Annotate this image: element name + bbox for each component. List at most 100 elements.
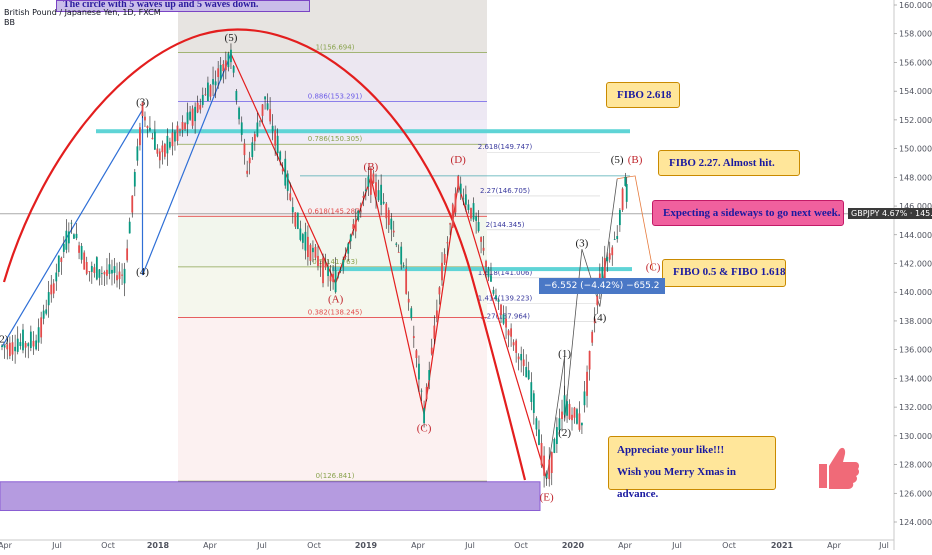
candle-body (407, 298, 410, 303)
candle-body (67, 231, 70, 244)
candle-body (286, 173, 289, 191)
candle-body (457, 176, 460, 189)
fib-ext-label: 2(144.345) (486, 221, 525, 229)
candle-body (224, 60, 227, 71)
candle-body (131, 195, 134, 213)
time-tick-label: 2020 (562, 541, 585, 550)
candle-body (57, 255, 60, 273)
candle-body (334, 270, 337, 293)
candle-body (415, 350, 418, 359)
candle-body (83, 252, 86, 270)
fib-zone (178, 317, 487, 482)
candle-body (485, 261, 487, 267)
candle-body (397, 252, 400, 253)
price-tick-label: 152.000 (899, 116, 932, 125)
wave-label: (E) (540, 491, 554, 503)
thanks-line-1: Appreciate your like!!! (617, 444, 725, 456)
candle-body (443, 254, 446, 263)
price-tick-label: 146.000 (899, 202, 932, 211)
candle-body (425, 387, 428, 400)
candle-body (410, 308, 413, 319)
candle-body (530, 382, 533, 402)
candle-body (608, 253, 611, 260)
candle-body (294, 212, 297, 227)
candle-body (319, 264, 322, 266)
time-tick-label: Oct (307, 541, 321, 550)
candle-body (387, 210, 390, 225)
wave-label: (5) (225, 32, 238, 44)
candle-body (525, 367, 528, 378)
time-tick-label: Jul (671, 541, 682, 550)
candle-body (212, 79, 214, 85)
candle-body (22, 329, 24, 351)
time-tick-label: Jul (878, 541, 889, 550)
projection-line (617, 175, 654, 271)
cycle-arc (2, 28, 527, 481)
candle-body (375, 182, 377, 197)
price-tick-label: 154.000 (899, 87, 932, 96)
candle-body (596, 295, 599, 306)
fib-ext-label: 1.414(139.223) (478, 294, 533, 302)
candle-body (362, 196, 365, 198)
wave-label: (2) (558, 427, 571, 439)
candle-body (576, 409, 578, 424)
candle-body (133, 171, 136, 187)
wave-label: (B) (364, 161, 379, 173)
candle-body (400, 246, 403, 265)
candle-body (329, 275, 332, 282)
price-tick-label: 140.000 (899, 288, 932, 297)
candle-body (495, 295, 497, 299)
candle-body (111, 269, 113, 274)
candle-body (276, 135, 279, 154)
callout-fibo-05-1618: FIBO 0.5 & FIBO 1.618 (662, 259, 786, 287)
candle-body (347, 243, 350, 254)
fib-label: 1(156.694) (316, 43, 355, 51)
candle-body (618, 209, 621, 226)
candle-body (540, 442, 543, 466)
candle-body (423, 408, 425, 424)
time-tick-label: Oct (514, 541, 528, 550)
corrective-wave-line (230, 53, 548, 480)
candle-body (199, 104, 202, 110)
candle-body (101, 273, 103, 275)
candle-body (327, 266, 329, 277)
fib-label: 0.886(153.291) (308, 92, 363, 100)
candle-body (80, 245, 83, 260)
candle-body (555, 427, 558, 445)
wave-label: (B) (628, 154, 643, 166)
candle-body (566, 401, 568, 416)
candle-body (435, 310, 438, 319)
time-tick-label: Jul (256, 541, 267, 550)
candle-body (395, 243, 398, 245)
candle-body (35, 340, 38, 350)
candle-body (209, 85, 212, 97)
price-tick-label: 148.000 (899, 173, 932, 182)
candle-body (78, 245, 80, 253)
candle-body (459, 183, 462, 194)
wave-label: (C) (646, 262, 661, 274)
candle-body (520, 353, 523, 361)
wave-label: (C) (417, 423, 432, 435)
candle-body (603, 257, 606, 279)
candle-body (27, 343, 30, 347)
candle-body (359, 205, 362, 208)
candle-body (502, 314, 505, 324)
price-tick-label: 150.000 (899, 145, 932, 154)
thanks-line-2: Wish you Merry Xmas in advance. (617, 466, 736, 500)
candle-body (32, 340, 35, 347)
candle-body (505, 318, 507, 328)
candle-body (279, 151, 282, 160)
candle-body (184, 122, 186, 130)
candle-body (532, 393, 535, 413)
candle-body (151, 137, 154, 140)
candle-body (446, 242, 449, 244)
candle-body (438, 287, 441, 295)
candle-body (90, 265, 93, 272)
wave-label: (3) (136, 97, 149, 109)
candle-body (259, 120, 261, 122)
candle-body (307, 236, 309, 258)
candle-body (543, 455, 545, 476)
candle-body (240, 122, 243, 135)
candle-body (480, 237, 482, 242)
time-tick-label: Apr (827, 541, 842, 550)
